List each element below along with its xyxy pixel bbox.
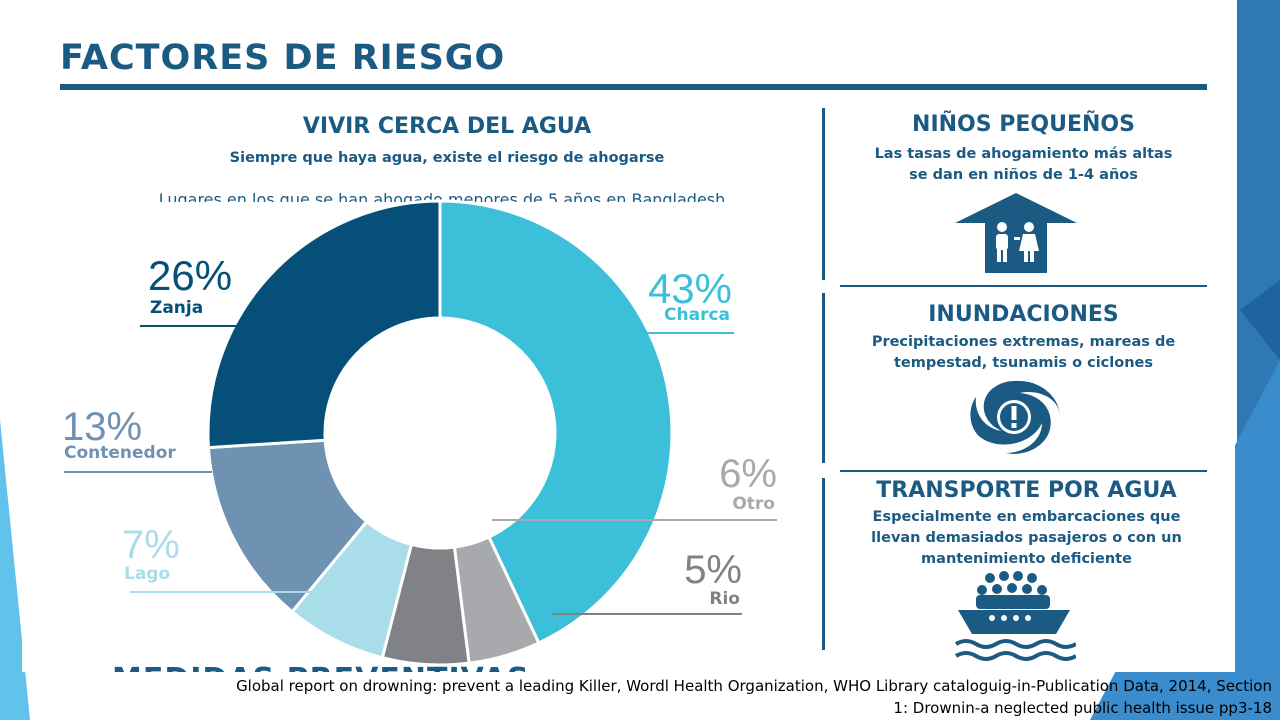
page-title: FACTORES DE RIESGO bbox=[60, 38, 506, 78]
section-title-ninos: NIÑOS PEQUEÑOS bbox=[912, 112, 1135, 137]
section-text-ninos: Las tasas de ahogamiento más altas se da… bbox=[840, 144, 1207, 186]
next-section-heading-clip: MEDIDAS PREVENTIVAS bbox=[112, 662, 672, 672]
section-title-vivir: VIVIR CERCA DEL AGUA bbox=[302, 114, 592, 139]
title-rule bbox=[60, 84, 1207, 90]
value-label-zanja: 26% bbox=[148, 252, 232, 299]
section-title-inundaciones: INUNDACIONES bbox=[928, 302, 1119, 327]
donut-chart: 43%Charca 5%Rio 6%Otro 7%Lago 13%Contenedor 2… bbox=[62, 199, 777, 667]
ninos-line-2: se dan en niños de 1-4 años bbox=[909, 167, 1138, 183]
transporte-line-2: llevan demasiados pasajeros o con un bbox=[871, 530, 1182, 546]
value-label-lago: 7% bbox=[122, 523, 180, 567]
value-label-otro: 6% bbox=[719, 452, 777, 496]
vertical-divider-2 bbox=[822, 293, 825, 463]
cyclone-icon bbox=[970, 380, 1060, 454]
horizontal-divider-2 bbox=[840, 470, 1207, 472]
transporte-line-1: Especialmente en embarcaciones que bbox=[872, 509, 1181, 525]
category-label-contenedor: Contenedor bbox=[64, 443, 176, 463]
house-children-icon bbox=[955, 193, 1077, 273]
section-text-inundaciones: Precipitaciones extremas, mareas de temp… bbox=[840, 332, 1207, 374]
ninos-line-1: Las tasas de ahogamiento más altas bbox=[874, 146, 1173, 162]
value-label-rio: 5% bbox=[684, 548, 742, 592]
category-label-charca: Charca bbox=[664, 305, 730, 325]
next-section-heading: MEDIDAS PREVENTIVAS bbox=[112, 662, 530, 672]
source-citation: Global report on drowning: prevent a lea… bbox=[100, 675, 1272, 719]
vertical-divider-1 bbox=[822, 108, 825, 280]
transporte-line-3: mantenimiento deficiente bbox=[921, 551, 1132, 567]
section-subtitle-vivir: Siempre que haya agua, existe el riesgo … bbox=[229, 150, 665, 166]
slice-zanja bbox=[206, 199, 442, 450]
slice-charca bbox=[438, 199, 674, 645]
category-label-rio: Rio bbox=[709, 589, 740, 609]
inundaciones-line-1: Precipitaciones extremas, mareas de bbox=[871, 334, 1176, 350]
section-title-transporte: TRANSPORTE POR AGUA bbox=[876, 478, 1177, 503]
crowded-boat-icon bbox=[954, 571, 1076, 661]
inundaciones-line-2: tempestad, tsunamis o ciclones bbox=[893, 355, 1153, 371]
category-label-lago: Lago bbox=[124, 564, 170, 584]
chart-caption-clip: Lugares en los que se han ahogado menore… bbox=[82, 186, 802, 202]
value-label-charca: 43% bbox=[648, 265, 732, 312]
category-label-otro: Otro bbox=[732, 494, 775, 514]
category-label-zanja: Zanja bbox=[150, 298, 203, 318]
value-label-contenedor: 13% bbox=[62, 405, 142, 449]
vertical-divider-3 bbox=[822, 478, 825, 650]
citation-line-1: Global report on drowning: prevent a lea… bbox=[236, 677, 1272, 695]
infographic-poster: FACTORES DE RIESGO VIVIR CERCA DEL AGUA … bbox=[22, 0, 1235, 672]
citation-line-2: 1: Drownin-a neglected public health iss… bbox=[893, 699, 1272, 717]
horizontal-divider-1 bbox=[840, 285, 1207, 287]
chart-caption: Lugares en los que se han ahogado menore… bbox=[158, 190, 726, 202]
section-text-transporte: Especialmente en embarcaciones que lleva… bbox=[834, 507, 1219, 570]
right-edge-accent bbox=[1240, 280, 1280, 360]
